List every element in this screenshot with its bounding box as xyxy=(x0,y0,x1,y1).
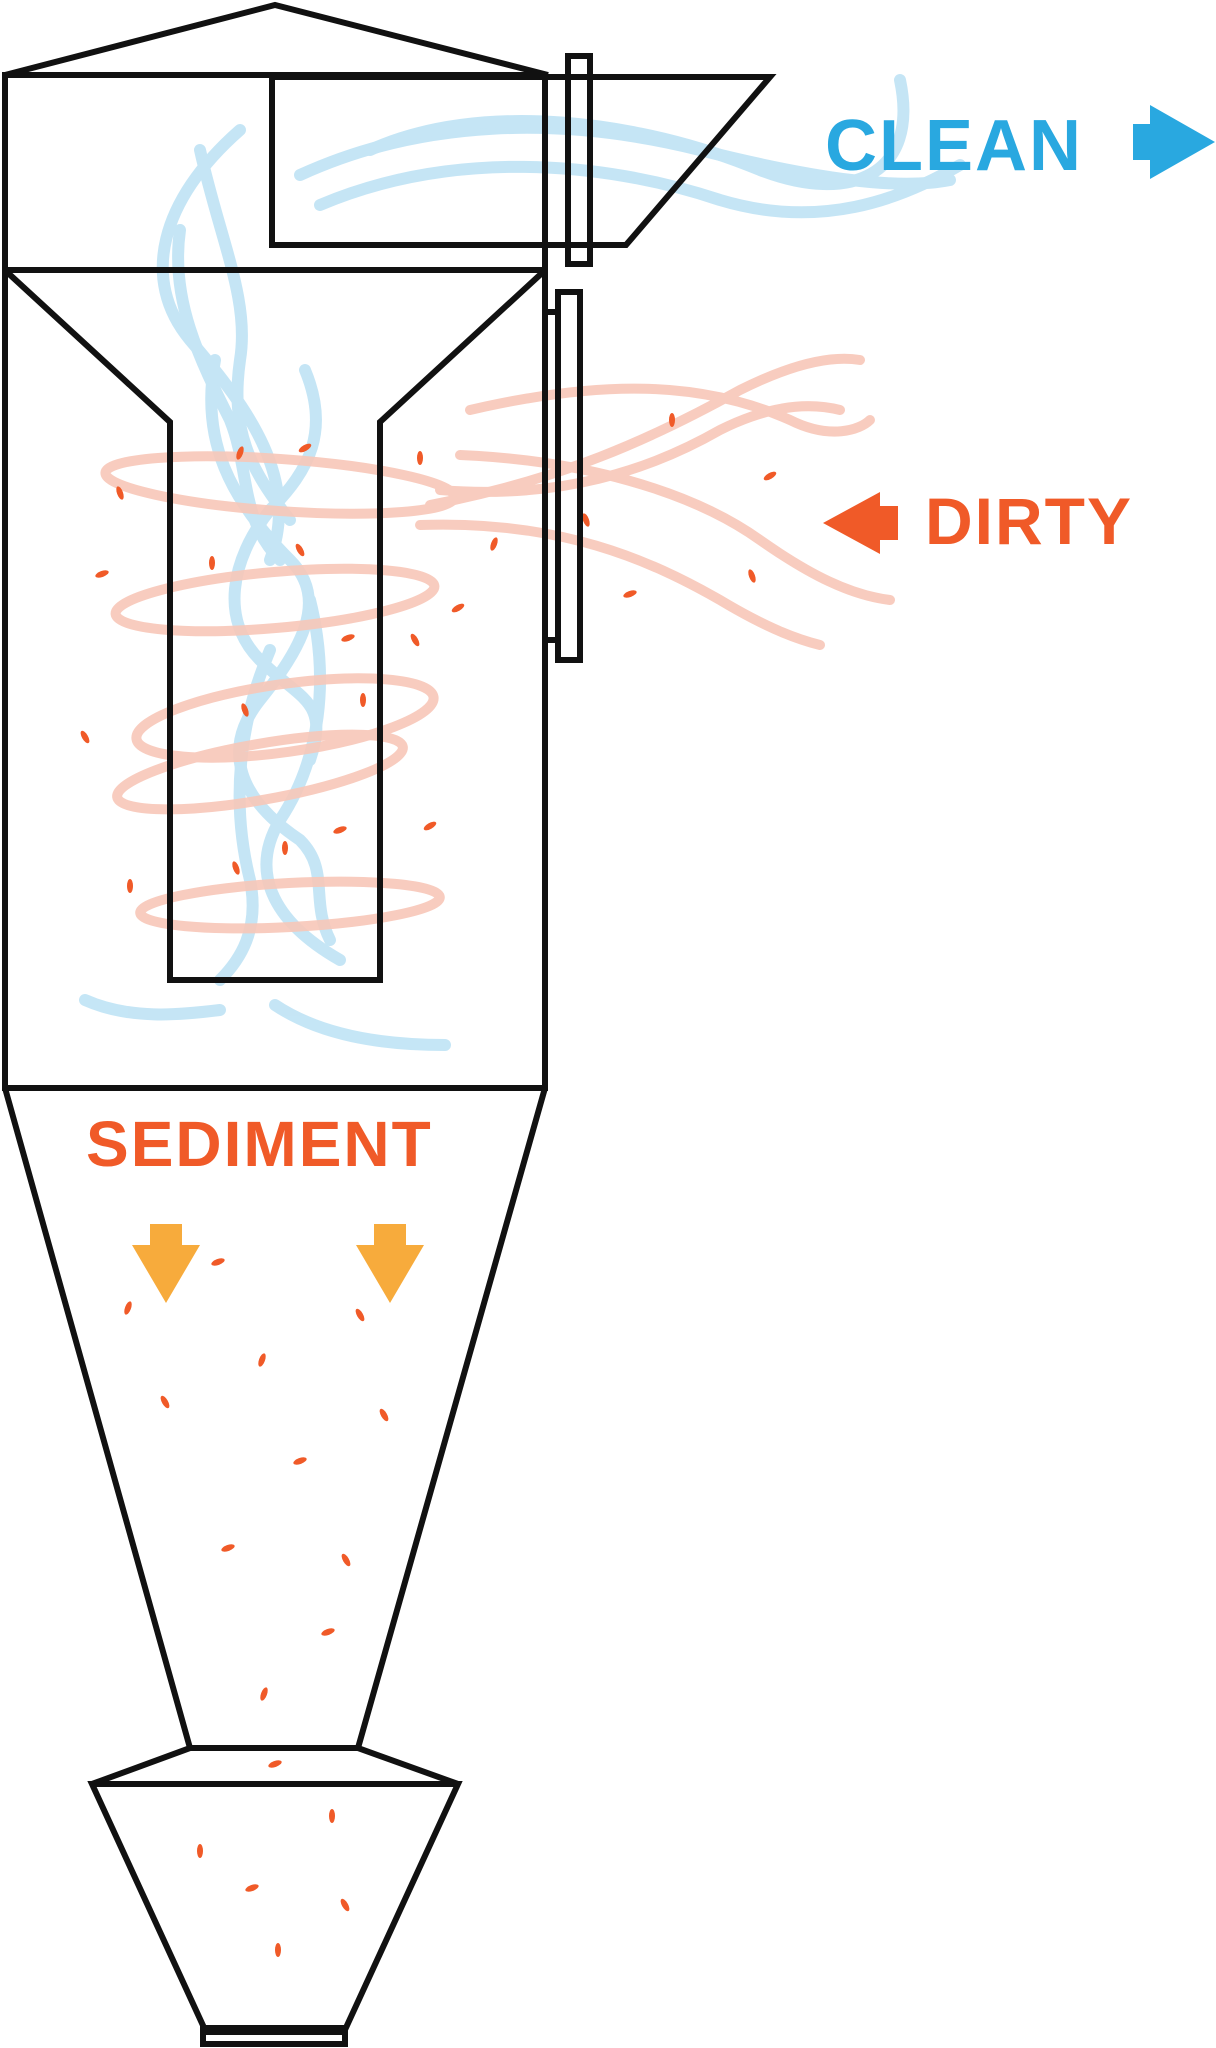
sediment-label: SEDIMENT xyxy=(86,1108,433,1180)
clean-air-streams xyxy=(79,74,966,1051)
dirty-label: DIRTY xyxy=(925,484,1133,558)
main-cylinder xyxy=(2,267,548,1091)
inlet-flange xyxy=(555,289,583,663)
arrow-down-icon xyxy=(132,1224,200,1303)
clean-label: CLEAN xyxy=(825,106,1083,186)
arrow-left-icon xyxy=(823,492,898,554)
vortex-finder-cone xyxy=(5,270,545,983)
sediment-bin xyxy=(87,1781,463,2035)
hopper-cone xyxy=(2,1087,548,1751)
roof-outline xyxy=(4,1,549,78)
cyclone-body-outline xyxy=(2,1,777,2047)
arrow-right-icon xyxy=(1133,105,1215,179)
arrow-down-icon xyxy=(356,1224,424,1303)
bin-bottom-plate xyxy=(200,2025,348,2047)
dust-particles xyxy=(80,413,777,1957)
outlet-flange xyxy=(565,53,593,267)
outlet-duct xyxy=(269,74,777,248)
